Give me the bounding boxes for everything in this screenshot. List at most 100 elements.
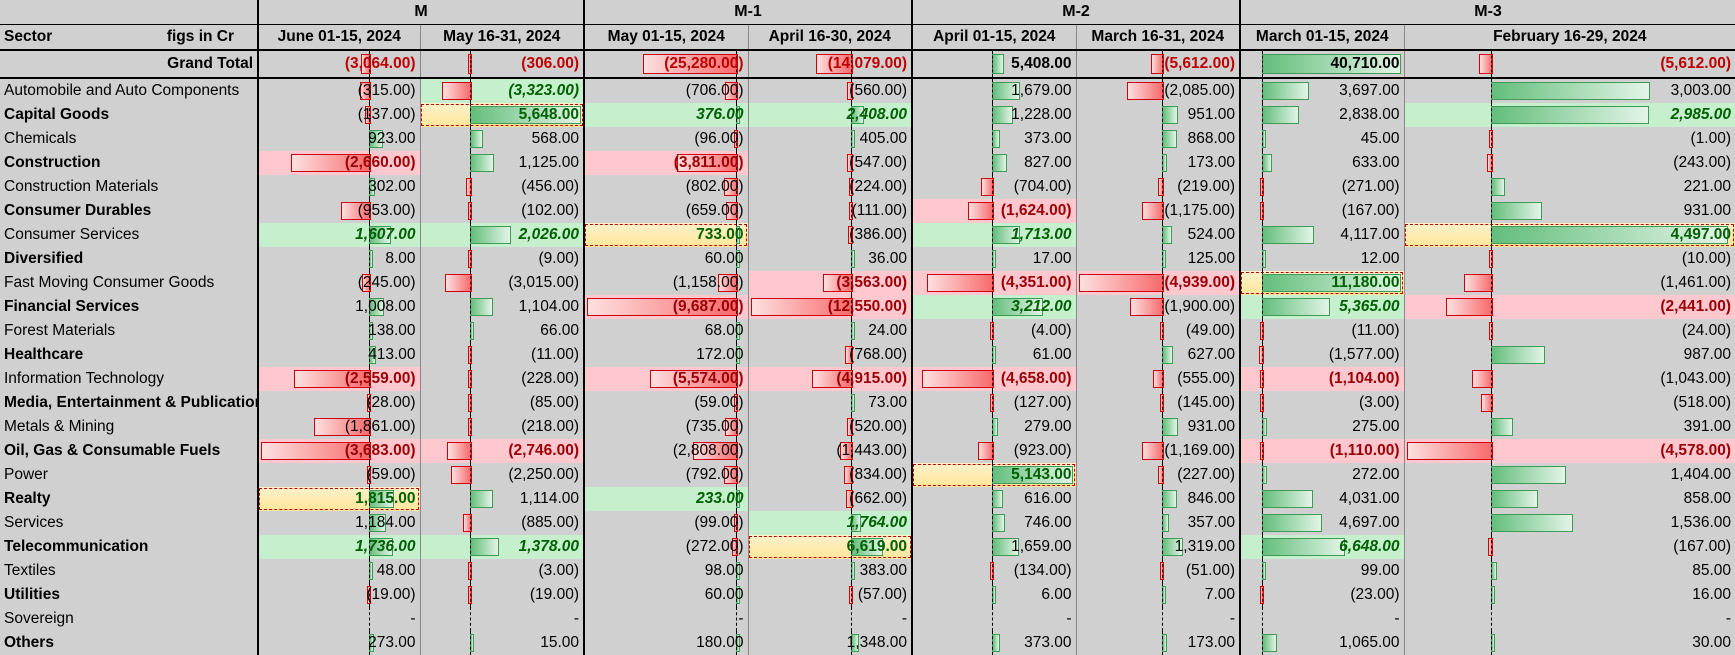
cell-value: - xyxy=(410,610,416,627)
bar-axis xyxy=(1161,631,1163,655)
bar-axis xyxy=(469,319,471,343)
negative-data-bar xyxy=(462,514,472,532)
bar-axis xyxy=(1161,583,1163,607)
cell-value: (272.00) xyxy=(685,538,744,555)
bar-axis xyxy=(1490,199,1492,223)
bar-axis xyxy=(469,367,471,391)
bar-axis xyxy=(1262,631,1264,655)
bar-axis xyxy=(992,559,994,583)
value-cell: 85.00 xyxy=(1403,559,1735,583)
cell-value: (4,578.00) xyxy=(1660,442,1732,459)
positive-data-bar xyxy=(1161,490,1177,508)
positive-data-bar xyxy=(1161,346,1173,364)
bar-axis xyxy=(1161,223,1163,247)
positive-data-bar xyxy=(1161,130,1177,148)
value-cell: 2,026.00 xyxy=(419,223,585,247)
cell-value: 1,065.00 xyxy=(1339,634,1400,651)
period-header: February 16-29, 2024 xyxy=(1403,24,1735,51)
cell-value: 931.00 xyxy=(1683,202,1732,219)
cell-value: 275.00 xyxy=(1352,418,1400,435)
value-cell: (9.00) xyxy=(419,247,585,271)
positive-data-bar xyxy=(1161,514,1169,532)
negative-data-bar xyxy=(725,82,739,100)
bar-axis xyxy=(469,511,471,535)
negative-data-bar xyxy=(1129,298,1164,316)
period-header: April 16-30, 2024 xyxy=(747,24,913,51)
value-cell: (520.00) xyxy=(747,415,913,439)
cell-value: (792.00) xyxy=(685,466,744,483)
bar-axis xyxy=(1262,295,1264,319)
cell-value: (243.00) xyxy=(1673,154,1732,171)
period-header: June 01-15, 2024 xyxy=(257,24,420,51)
cell-value: (224.00) xyxy=(849,178,908,195)
bar-axis xyxy=(1161,439,1163,463)
cell-value: (1,443.00) xyxy=(836,442,908,459)
cell-value: 4,697.00 xyxy=(1339,514,1400,531)
cell-value: 6,619.00 xyxy=(846,538,908,555)
bar-axis xyxy=(736,175,738,199)
value-cell: 2,408.00 xyxy=(747,103,913,127)
bar-axis xyxy=(469,79,471,103)
table-row: Fast Moving Consumer Goods (245.00) (3,015… xyxy=(0,271,1735,295)
bar-axis xyxy=(736,559,738,583)
bar-axis xyxy=(1490,415,1492,439)
value-cell: 1,679.00 xyxy=(911,78,1077,103)
cell-value: 24.00 xyxy=(868,322,908,339)
value-cell: 868.00 xyxy=(1075,127,1241,151)
bar-axis xyxy=(992,127,994,151)
negative-data-bar xyxy=(847,226,853,244)
cell-value: 616.00 xyxy=(1024,490,1072,507)
value-cell: (272.00) xyxy=(583,535,749,559)
value-cell: 275.00 xyxy=(1239,415,1405,439)
cell-value: (11.00) xyxy=(1351,322,1400,339)
value-cell: 7.00 xyxy=(1075,583,1241,607)
bar-axis xyxy=(1161,535,1163,559)
bar-axis xyxy=(1490,295,1492,319)
value-cell: (735.00) xyxy=(583,415,749,439)
cell-value: (560.00) xyxy=(849,82,908,99)
bar-axis xyxy=(469,199,471,223)
bar-axis xyxy=(992,151,994,175)
value-cell: 302.00 xyxy=(257,175,420,199)
bar-axis xyxy=(469,103,471,127)
negative-data-bar xyxy=(927,274,995,292)
cell-value: (555.00) xyxy=(1177,370,1236,387)
positive-data-bar xyxy=(1262,538,1346,556)
cell-value: (137.00) xyxy=(357,106,416,123)
cell-value: 2,026.00 xyxy=(518,226,580,243)
cell-value: 11,180.00 xyxy=(1331,274,1400,291)
bar-axis xyxy=(992,343,994,367)
negative-data-bar xyxy=(643,54,739,74)
bar-axis xyxy=(1161,151,1163,175)
cell-value: (1,624.00) xyxy=(1000,202,1072,219)
cell-value: 746.00 xyxy=(1024,514,1072,531)
cell-value: (662.00) xyxy=(849,490,908,507)
cell-value: (49.00) xyxy=(1185,322,1236,339)
value-cell: (3,683.00) xyxy=(257,439,420,463)
negative-data-bar xyxy=(968,202,995,220)
positive-data-bar xyxy=(1490,466,1566,484)
negative-data-bar xyxy=(1471,370,1493,388)
table-row: Metals & Mining (1,861.00) (218.00) (735.00… xyxy=(0,415,1735,439)
bar-axis xyxy=(1262,343,1264,367)
bar-axis xyxy=(736,511,738,535)
period-header-row: Sector figs in Cr June 01-15, 2024 May 1… xyxy=(0,24,1735,51)
bar-axis xyxy=(736,295,738,319)
negative-data-bar xyxy=(650,370,739,388)
positive-data-bar xyxy=(1490,418,1513,436)
cell-value: 633.00 xyxy=(1352,154,1400,171)
bar-axis xyxy=(1262,199,1264,223)
cell-value: (127.00) xyxy=(1013,394,1072,411)
positive-data-bar xyxy=(1490,82,1650,100)
cell-value: (5,612.00) xyxy=(1164,55,1236,72)
positive-data-bar xyxy=(992,634,1001,652)
cell-value: (2,250.00) xyxy=(508,466,580,483)
value-cell: 68.00 xyxy=(583,319,749,343)
positive-data-bar xyxy=(992,154,1008,172)
bar-axis xyxy=(1262,391,1264,415)
cell-value: 17.00 xyxy=(1032,250,1072,267)
bar-axis xyxy=(1161,247,1163,271)
cell-value: 391.00 xyxy=(1683,418,1732,435)
bar-axis xyxy=(1161,271,1163,295)
cell-value: 68.00 xyxy=(704,322,744,339)
